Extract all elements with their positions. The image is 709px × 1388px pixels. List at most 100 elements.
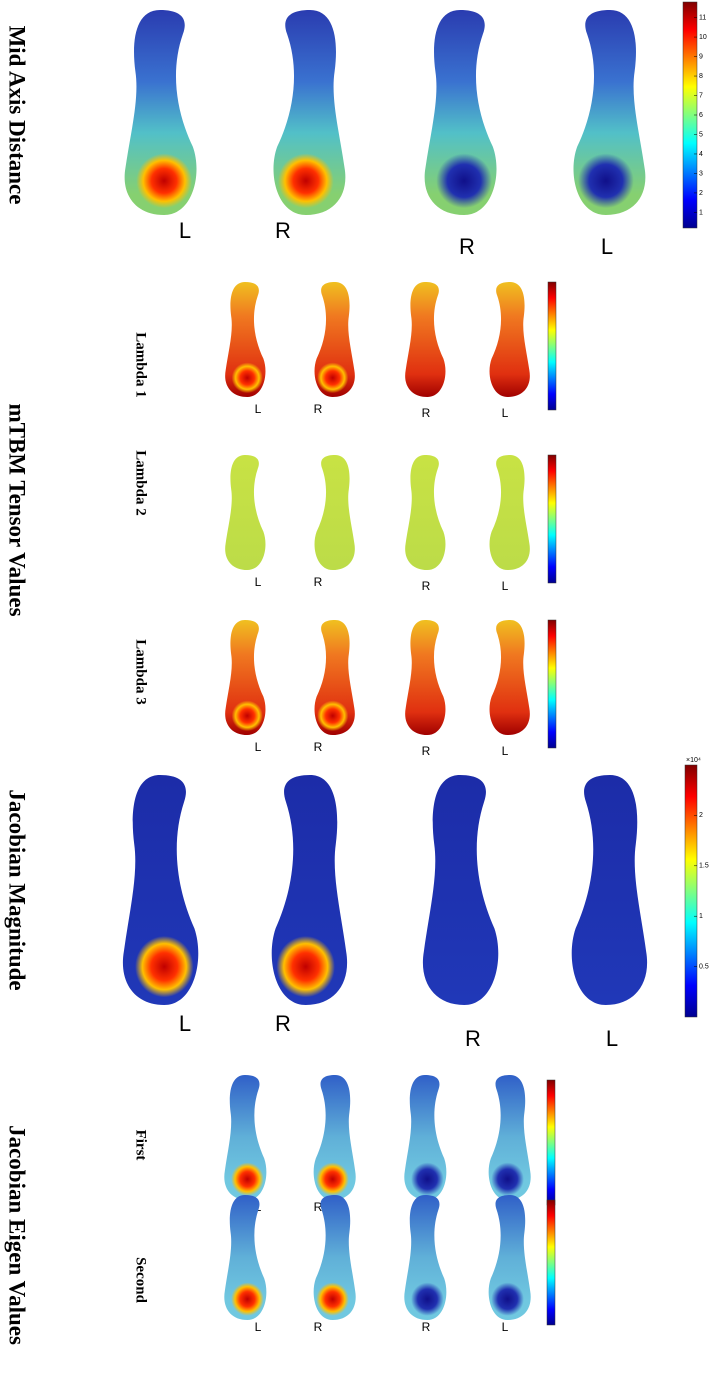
- shape-body: [225, 455, 266, 570]
- shape-body: [489, 455, 530, 570]
- row-label: Lambda 2: [133, 450, 149, 515]
- colorbar: [684, 764, 698, 1018]
- colorbar: [546, 1079, 556, 1206]
- side-label: L: [606, 1026, 618, 1051]
- shape-spot: [317, 700, 349, 732]
- colorbar-tick-label: 4: [699, 151, 703, 158]
- hippocampus-shape: [225, 620, 266, 735]
- hippocampus-shape: [271, 775, 348, 1005]
- hippocampus-shape: [489, 282, 530, 397]
- shape-body: [571, 775, 648, 1005]
- side-label: R: [314, 740, 323, 754]
- hippocampus-shape: [313, 1075, 356, 1200]
- hippocampus-shape: [405, 455, 446, 570]
- side-label: R: [314, 1320, 323, 1334]
- colorbar: [547, 619, 557, 749]
- shape-spot: [411, 1282, 444, 1316]
- colorbar-tick-label: 0.5: [699, 963, 709, 970]
- section-title: Jacobian Magnitude: [5, 789, 30, 990]
- hippocampus-shape: [405, 620, 446, 735]
- colorbar-tick-label: 2: [699, 190, 703, 197]
- side-label: R: [275, 218, 291, 243]
- row-label: Second: [133, 1257, 149, 1304]
- shape-spot: [231, 1162, 264, 1196]
- hippocampus-shape: [405, 282, 446, 397]
- colorbar-multiplier: ×10⁴: [686, 757, 701, 764]
- hippocampus-shape: [224, 1075, 267, 1200]
- shape-body: [422, 775, 499, 1005]
- side-label: L: [502, 406, 509, 420]
- colorbar-tick-label: 7: [699, 92, 703, 99]
- shape-spot: [491, 1162, 524, 1196]
- shape-spot: [316, 1162, 349, 1196]
- hippocampus-shape: [314, 620, 355, 735]
- side-label: L: [502, 579, 509, 593]
- hippocampus-shape: [225, 282, 266, 397]
- hippocampus-shape: [573, 10, 646, 215]
- hippocampus-shape: [424, 10, 497, 215]
- hippocampus-shape: [124, 10, 197, 215]
- hippocampus-shape: [314, 282, 355, 397]
- row-label: First: [133, 1130, 149, 1161]
- side-label: R: [314, 402, 323, 416]
- side-label: R: [422, 579, 431, 593]
- side-label: R: [314, 1200, 323, 1214]
- colorbar-tick-label: 9: [699, 53, 703, 60]
- shape-spot: [578, 153, 634, 209]
- shape-spot: [436, 153, 492, 209]
- hippocampus-shape: [225, 455, 266, 570]
- side-label: R: [314, 575, 323, 589]
- side-label: R: [465, 1026, 481, 1051]
- shape-spot: [135, 936, 194, 998]
- side-label: L: [179, 1011, 191, 1036]
- hippocampus-shape: [571, 775, 648, 1005]
- side-label: R: [459, 234, 475, 259]
- hippocampus-shape: [404, 1195, 447, 1320]
- side-label: L: [601, 234, 613, 259]
- hippocampus-shape: [488, 1075, 531, 1200]
- shape-spot: [136, 153, 192, 209]
- side-label: R: [422, 1320, 431, 1334]
- colorbar-tick-label: 1: [699, 209, 703, 216]
- side-label: R: [275, 1011, 291, 1036]
- colorbar-tick-label: 8: [699, 73, 703, 80]
- side-label: L: [255, 740, 262, 754]
- colorbar-tick-label: 3: [699, 170, 703, 177]
- shape-spot: [276, 936, 335, 998]
- shape-body: [405, 282, 446, 397]
- side-label: L: [255, 575, 262, 589]
- row-label: Lambda 1: [133, 332, 149, 397]
- section-title: Mid Axis Distance: [5, 26, 30, 205]
- side-label: R: [422, 406, 431, 420]
- shape-spot: [278, 153, 334, 209]
- shape-spot: [317, 362, 349, 394]
- shape-spot: [231, 362, 263, 394]
- colorbar-tick-label: 11: [699, 14, 706, 21]
- hippocampus-shape: [122, 775, 199, 1005]
- hippocampus-shape: [404, 1075, 447, 1200]
- side-label: L: [255, 402, 262, 416]
- shape-body: [489, 282, 530, 397]
- shape-body: [405, 620, 446, 735]
- side-label: R: [422, 744, 431, 758]
- colorbar: [547, 454, 557, 584]
- colorbar-tick-label: 1.5: [699, 863, 709, 870]
- shape-body: [405, 455, 446, 570]
- colorbar: [547, 281, 557, 411]
- shape-body: [489, 620, 530, 735]
- row-label: Lambda 3: [133, 639, 149, 704]
- hippocampus-shape: [224, 1195, 267, 1320]
- side-label: L: [502, 744, 509, 758]
- shape-spot: [316, 1282, 349, 1316]
- colorbar-tick-label: 5: [699, 131, 703, 138]
- side-label: L: [255, 1320, 262, 1334]
- side-label: L: [502, 1320, 509, 1334]
- side-label: L: [179, 218, 191, 243]
- shape-body: [314, 455, 355, 570]
- shape-spot: [231, 700, 263, 732]
- hippocampus-shape: [489, 455, 530, 570]
- hippocampus-shape: [273, 10, 346, 215]
- colorbar: [546, 1199, 556, 1326]
